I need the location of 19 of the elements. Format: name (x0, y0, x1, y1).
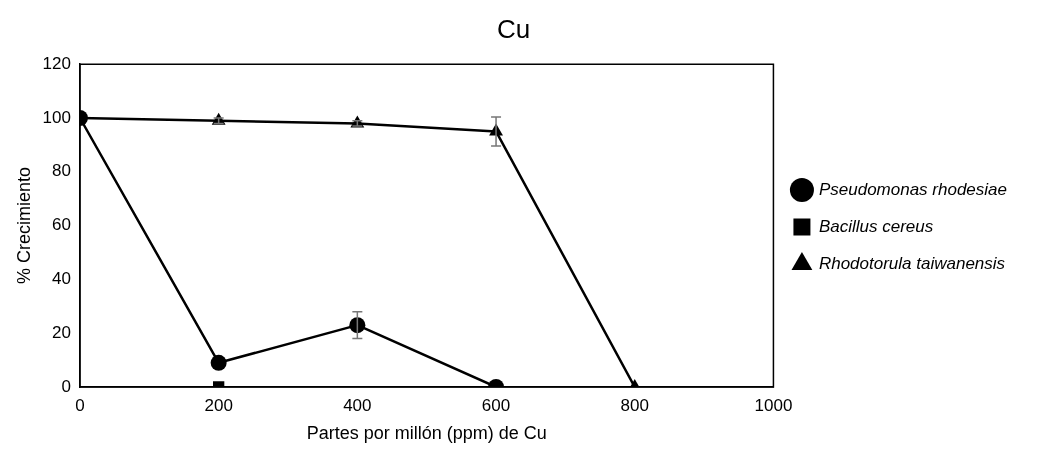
y-tick-label: 120 (42, 53, 71, 73)
y-tick-label: 100 (42, 107, 71, 127)
chart-title: Cu (496, 13, 531, 44)
y-tick-label: 20 (52, 322, 71, 342)
y-tick-label: 80 (52, 161, 71, 181)
x-tick-label: 0 (75, 395, 85, 415)
x-tick-label: 1000 (754, 395, 793, 415)
x-axis-title: Partes por millón (ppm) de Cu (306, 423, 547, 444)
x-tick-label: 400 (343, 395, 372, 415)
y-tick-label: 40 (52, 269, 71, 289)
x-tick-label: 200 (204, 395, 233, 415)
y-tick-label: 0 (61, 376, 71, 396)
x-tick-label: 600 (481, 395, 511, 415)
legend-label: Rhodotorula taiwanensis (818, 253, 1006, 273)
y-tick-label: 60 (52, 215, 71, 235)
y-axis-title: % Crecimiento (13, 167, 34, 285)
x-tick-label: 800 (620, 395, 649, 415)
legend-label: Pseudomonas rhodesiae (818, 179, 1008, 199)
legend-label: Bacillus cereus (818, 216, 934, 236)
